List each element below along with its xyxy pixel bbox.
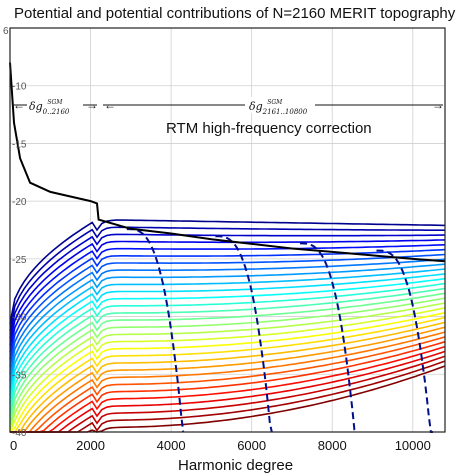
contribution-curve [10, 355, 446, 433]
contribution-curve [9, 302, 446, 433]
bracket-low-label: δg0..2160SGM [29, 99, 70, 116]
y-tick-label: -15 [12, 139, 27, 150]
contribution-curve [9, 219, 446, 324]
contribution-curve [9, 273, 446, 396]
y-tick-label: -40 [12, 428, 27, 439]
contribution-curve [9, 311, 446, 433]
contribution-curve [9, 287, 446, 417]
bracket-high-label: δg2161..10800SGM [249, 99, 308, 116]
bracket-low-left-arrow: ← [13, 98, 25, 112]
blue-dashed-tail [300, 242, 358, 433]
contribution-curve [9, 282, 446, 410]
contribution-curve [10, 345, 446, 433]
y-tick-label: -30 [12, 313, 27, 324]
x-tick-label: 2000 [76, 438, 105, 453]
total-potential-series [9, 62, 446, 263]
y-tick-label: -20 [12, 197, 27, 208]
contribution-curve [10, 340, 446, 433]
x-tick-label: 8000 [318, 438, 347, 453]
bracket-low-degree: ← → δg0..2160SGM [12, 97, 98, 116]
x-tick-label: 0 [10, 438, 17, 453]
blue-dashed-tail [126, 228, 185, 433]
bracket-high-left-arrow: ← [104, 98, 116, 112]
contribution-curves [9, 219, 446, 433]
bracket-low-right-arrow: → [86, 98, 98, 112]
x-tick-label: 10000 [395, 438, 431, 453]
contribution-curve [10, 360, 446, 433]
black-series-line [9, 62, 446, 263]
y-axis-power-label: 6 [3, 26, 9, 37]
bracket-high-right-arrow: → [432, 98, 444, 112]
contribution-curve [9, 258, 446, 374]
contribution-curve [9, 297, 446, 431]
y-axis-ticks: -10 -15 -20 -25 -30 -35 -40 [12, 82, 27, 439]
contribution-curve [9, 248, 446, 360]
y-tick-label: -25 [12, 255, 27, 266]
contribution-curve [9, 233, 445, 338]
contribution-curve [9, 307, 446, 433]
y-tick-label: -10 [12, 82, 27, 93]
chart-title: Potential and potential contributions of… [14, 5, 456, 22]
contribution-curve [9, 263, 446, 381]
bracket-high-degree: ← → δg2161..10800SGM [103, 97, 444, 116]
blue-dashed-tail [215, 235, 273, 433]
y-tick-label: -35 [12, 370, 27, 381]
contribution-curve [9, 226, 445, 331]
contribution-curve [9, 268, 446, 389]
contribution-curve [9, 244, 446, 353]
contribution-curve [9, 277, 446, 403]
contribution-curve [9, 253, 446, 367]
x-axis-ticks: 0 2000 4000 6000 8000 10000 [10, 438, 431, 453]
x-tick-label: 4000 [157, 438, 186, 453]
plot-frame [9, 27, 446, 433]
blue-dashed-tail [376, 249, 433, 433]
contribution-curve [10, 316, 446, 433]
x-tick-label: 6000 [237, 438, 266, 453]
annotation-rtm: RTM high-frequency correction [166, 120, 372, 137]
contribution-curve [10, 350, 446, 433]
contribution-curve [10, 321, 446, 433]
x-axis-label: Harmonic degree [178, 457, 293, 474]
contribution-curve [9, 292, 446, 424]
contribution-curve [10, 326, 446, 433]
contribution-curve [9, 239, 446, 346]
contribution-curve [10, 336, 446, 433]
contribution-curve [10, 331, 446, 433]
